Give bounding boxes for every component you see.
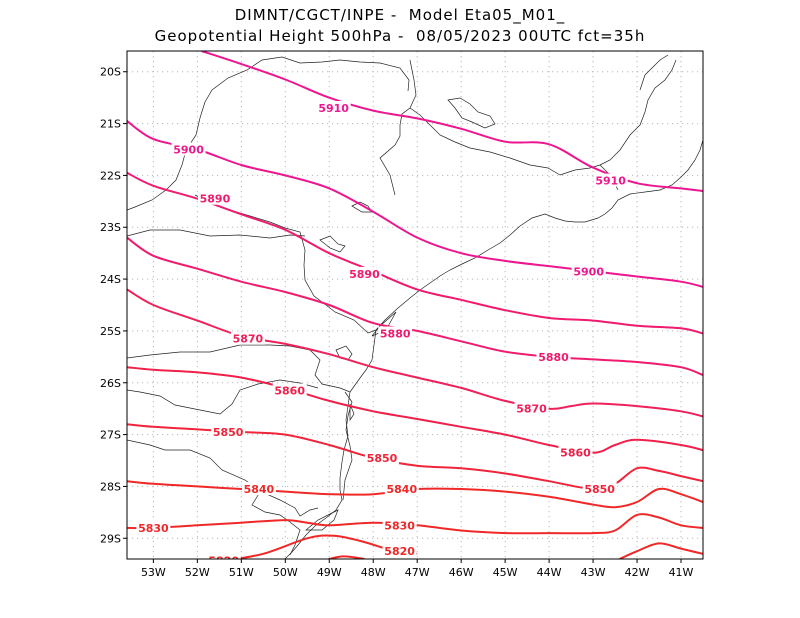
contour-label: 5850 — [213, 426, 244, 439]
contour-labels: 5910 5910 5900 5900 5890 5890 5880 5880 5870 5870… — [136, 101, 628, 568]
contour-label: 5910 — [595, 175, 626, 188]
contour-label-background — [514, 401, 549, 415]
contour-label-background — [582, 482, 617, 496]
lon-tick-label: 47W — [405, 566, 430, 579]
lat-tick-label: 27S — [100, 429, 121, 442]
contour-label-background — [241, 482, 276, 496]
contour-label: 5870 — [233, 333, 264, 346]
lon-tick-label: 53W — [141, 566, 166, 579]
contour-label-background — [230, 331, 265, 345]
lat-tick-label: 23S — [100, 221, 121, 234]
lon-tick-label: 43W — [581, 566, 606, 579]
contour-label-background — [316, 101, 351, 115]
contour-label: 5820 — [208, 555, 239, 568]
contour-label: 5880 — [380, 328, 411, 341]
map-axes: 53W 52W 51W 50W 49W 48W 47W 46W 45W 44W 43W 42W 41W 2… — [100, 66, 694, 579]
contour-label: 5900 — [573, 265, 604, 278]
contour-label: 5840 — [244, 483, 275, 496]
contour-label-background — [197, 191, 232, 205]
contour-label-background — [378, 326, 413, 340]
contour-label-background — [536, 349, 571, 363]
contour-label: 5860 — [274, 385, 305, 398]
contour-label-background — [136, 520, 171, 534]
contour-label-background — [211, 425, 246, 438]
lon-tick-label: 46W — [449, 566, 474, 579]
contour-line — [127, 513, 703, 535]
contour-label-background — [382, 544, 417, 558]
contour-label: 5820 — [384, 545, 415, 558]
lon-tick-label: 50W — [273, 566, 298, 579]
lat-tick-label: 25S — [100, 325, 121, 338]
contour-label: 5870 — [516, 403, 547, 416]
contour-line — [619, 542, 703, 559]
contour-label: 5840 — [386, 483, 417, 496]
contour-label-background — [347, 266, 382, 280]
contour-line — [127, 288, 703, 418]
contour-label: 5850 — [584, 483, 615, 496]
contour-label-background — [171, 142, 206, 156]
contour-line — [127, 236, 703, 376]
contour-label: 5850 — [367, 452, 398, 465]
contour-label-background — [206, 553, 241, 559]
contour-label-background — [593, 173, 628, 187]
lat-tick-label: 21S — [100, 118, 121, 131]
contour-label-background — [384, 482, 419, 496]
lat-tick-label: 26S — [100, 377, 121, 390]
lon-tick-label: 45W — [493, 566, 518, 579]
lon-tick-label: 49W — [317, 566, 342, 579]
contour-label-background — [558, 445, 593, 459]
contour-label-background — [365, 450, 400, 464]
lon-tick-label: 48W — [361, 566, 386, 579]
contour-label: 5830 — [384, 519, 415, 532]
contour-label: 5830 — [138, 522, 169, 535]
lon-tick-label: 42W — [625, 566, 650, 579]
contour-label: 5860 — [560, 447, 591, 460]
lat-tick-label: 24S — [100, 273, 121, 286]
contour-label: 5890 — [200, 193, 231, 206]
map-title-line-2: Geopotential Height 500hPa - 08/05/2023 … — [154, 27, 646, 45]
contour-label-background — [272, 383, 307, 397]
contour-label-background — [382, 518, 417, 532]
contour-label: 5910 — [318, 102, 349, 115]
lat-tick-label: 20S — [100, 66, 121, 79]
contour-line — [127, 480, 703, 509]
contour-line — [201, 51, 703, 192]
lon-tick-label: 52W — [185, 566, 210, 579]
lon-tick-label: 44W — [537, 566, 562, 579]
contour-label-background — [571, 264, 606, 278]
lat-tick-label: 29S — [100, 532, 121, 545]
contour-label: 5880 — [538, 351, 569, 364]
lat-tick-label: 22S — [100, 169, 121, 182]
map-frame — [126, 50, 704, 560]
lat-tick-label: 28S — [100, 480, 121, 493]
contour-label: 5900 — [173, 143, 204, 156]
contour-line — [127, 366, 703, 454]
map-title-line-1: DIMNT/CGCT/INPE - Model Eta05_M01_ — [234, 6, 566, 24]
lon-tick-label: 41W — [669, 566, 694, 579]
contour-line — [127, 120, 703, 288]
lon-tick-label: 51W — [229, 566, 254, 579]
contour-line — [325, 555, 365, 559]
contour-label: 5890 — [349, 268, 380, 281]
